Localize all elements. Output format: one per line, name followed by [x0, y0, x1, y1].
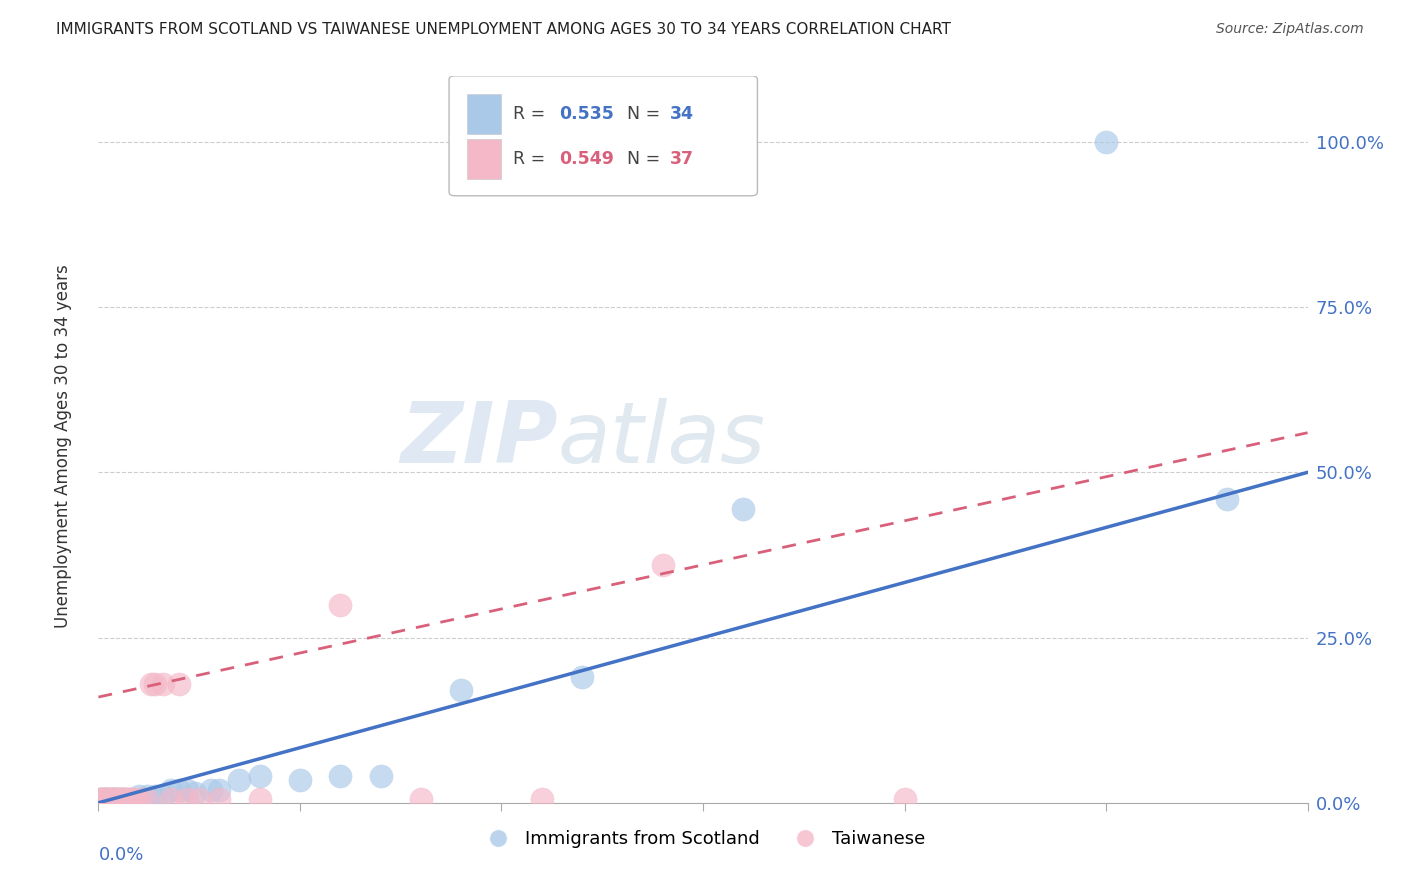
Bar: [467, 139, 501, 179]
Point: [91, 792, 114, 806]
Point: [143, 677, 166, 691]
Point: [100, 792, 122, 806]
Point: [107, 792, 129, 806]
Text: 37: 37: [671, 151, 695, 169]
Point: [103, 792, 125, 806]
Point: [329, 598, 352, 612]
Text: N =: N =: [616, 151, 665, 169]
Point: [176, 792, 198, 806]
Point: [96, 792, 118, 806]
Point: [97, 792, 120, 806]
Point: [450, 683, 472, 698]
Point: [93, 792, 115, 806]
Point: [139, 677, 162, 691]
Point: [107, 792, 129, 806]
Point: [118, 792, 141, 806]
Point: [152, 789, 174, 804]
Point: [651, 558, 673, 572]
Point: [733, 501, 755, 516]
Point: [104, 792, 127, 806]
Point: [115, 792, 138, 806]
Point: [93, 792, 115, 806]
Point: [111, 792, 134, 806]
Text: Unemployment Among Ages 30 to 34 years: Unemployment Among Ages 30 to 34 years: [55, 264, 72, 628]
Point: [91, 792, 114, 806]
Point: [110, 792, 132, 806]
Text: R =: R =: [513, 105, 551, 123]
Point: [228, 772, 250, 787]
Point: [571, 670, 593, 684]
Point: [160, 792, 183, 806]
Point: [111, 792, 134, 806]
Point: [105, 792, 128, 806]
Point: [89, 792, 111, 806]
Point: [200, 782, 222, 797]
Point: [329, 769, 352, 783]
Point: [120, 792, 142, 806]
Point: [1216, 491, 1239, 506]
Point: [97, 792, 120, 806]
Point: [105, 792, 128, 806]
Point: [110, 792, 132, 806]
Point: [114, 792, 136, 806]
Point: [160, 782, 183, 797]
Text: 0.0%: 0.0%: [98, 847, 143, 864]
Point: [135, 792, 157, 806]
Point: [152, 677, 174, 691]
Point: [143, 789, 166, 804]
Point: [208, 782, 231, 797]
Text: atlas: atlas: [558, 398, 766, 481]
FancyBboxPatch shape: [449, 76, 758, 195]
Text: 0.535: 0.535: [560, 105, 614, 123]
Point: [249, 769, 271, 783]
Point: [101, 792, 124, 806]
Point: [184, 786, 207, 800]
Point: [120, 792, 142, 806]
Point: [1095, 135, 1118, 149]
Text: Source: ZipAtlas.com: Source: ZipAtlas.com: [1216, 22, 1364, 37]
Point: [89, 792, 111, 806]
Point: [167, 782, 190, 797]
Point: [128, 789, 150, 804]
Point: [100, 792, 122, 806]
Point: [167, 677, 190, 691]
Point: [249, 792, 271, 806]
Text: 0.549: 0.549: [560, 151, 614, 169]
Text: IMMIGRANTS FROM SCOTLAND VS TAIWANESE UNEMPLOYMENT AMONG AGES 30 TO 34 YEARS COR: IMMIGRANTS FROM SCOTLAND VS TAIWANESE UN…: [56, 22, 950, 37]
Point: [100, 792, 122, 806]
Point: [124, 792, 146, 806]
Text: 34: 34: [671, 105, 695, 123]
Text: ZIP: ZIP: [401, 398, 558, 481]
Point: [188, 792, 211, 806]
Point: [370, 769, 392, 783]
Text: N =: N =: [616, 105, 665, 123]
Point: [409, 792, 432, 806]
Bar: [467, 95, 501, 135]
Point: [96, 792, 118, 806]
Point: [128, 792, 150, 806]
Point: [893, 792, 915, 806]
Point: [101, 792, 124, 806]
Point: [103, 792, 125, 806]
Point: [91, 792, 114, 806]
Point: [96, 792, 118, 806]
Point: [135, 789, 157, 804]
Point: [208, 792, 231, 806]
Point: [114, 792, 136, 806]
Point: [176, 782, 198, 797]
Point: [288, 772, 311, 787]
Legend: Immigrants from Scotland, Taiwanese: Immigrants from Scotland, Taiwanese: [472, 823, 934, 855]
Text: R =: R =: [513, 151, 551, 169]
Point: [530, 792, 553, 806]
